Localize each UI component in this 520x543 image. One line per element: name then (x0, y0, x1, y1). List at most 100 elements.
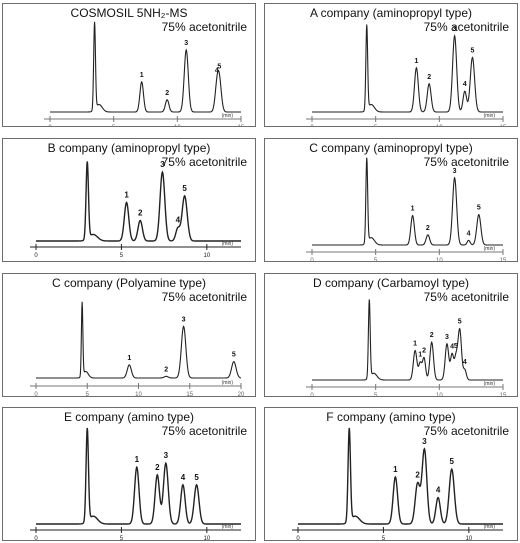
peak-label: 5 (454, 343, 458, 350)
peak-label: 2 (164, 366, 168, 373)
x-tick-label: 0 (310, 393, 314, 396)
peak-label: 1 (411, 206, 415, 213)
x-axis-unit: (min) (484, 524, 496, 530)
peak-label: 5 (182, 184, 187, 193)
x-tick-label: 0 (34, 536, 38, 540)
peak-label: 2 (422, 347, 426, 354)
x-axis-unit: (min) (222, 113, 234, 119)
chromatogram-trace (36, 301, 242, 379)
panel-subtitle: 75% acetonitrile (161, 155, 247, 169)
x-tick-label: 0 (296, 536, 300, 540)
x-tick-label: 10 (465, 536, 472, 540)
peak-label: 5 (450, 457, 455, 466)
peak-label: 4 (463, 359, 467, 366)
x-tick-label: 0 (48, 125, 52, 126)
x-tick-label: 10 (436, 393, 443, 396)
peak-label: 3 (422, 437, 427, 446)
x-axis-unit: (min) (484, 381, 496, 387)
peak-label: 4 (181, 473, 186, 482)
peak-label: 3 (453, 26, 457, 33)
panel-title: COSMOSIL 5NH₂-MS (70, 6, 188, 20)
peak-label: 3 (184, 40, 188, 47)
x-tick-label: 15 (186, 392, 193, 396)
peak-label: 2 (415, 471, 420, 480)
panel-subtitle: 75% acetonitrile (161, 424, 247, 438)
peak-label: 4 (436, 486, 441, 495)
chromatogram-plot: 0 5 10 (min) 1 2 3 4 5 (292, 427, 503, 540)
panel-subtitle: 75% acetonitrile (423, 20, 509, 34)
x-axis-unit: (min) (222, 241, 234, 247)
peak-label: 4 (176, 215, 181, 224)
x-tick-label: 20 (238, 392, 245, 396)
x-tick-label: 0 (310, 125, 314, 126)
peak-label: 5 (232, 352, 236, 359)
chromatogram-panel-f-company: 0 5 10 (min) 1 2 3 4 5 F company (amino type) 75… (264, 407, 518, 541)
peak-label: 3 (445, 334, 449, 341)
x-tick-label: 5 (374, 125, 378, 126)
panel-title: C company (aminopropyl type) (309, 141, 473, 155)
panel-title: A company (aminopropyl type) (309, 6, 473, 20)
x-tick-label: 10 (436, 258, 443, 261)
peak-label: 3 (453, 168, 457, 175)
panel-subtitle: 75% acetonitrile (423, 424, 509, 438)
peak-label: 1 (418, 352, 422, 359)
peak-label: 2 (138, 209, 143, 218)
panel-subtitle: 75% acetonitrile (161, 20, 247, 34)
peak-label: 2 (427, 74, 431, 81)
peak-label: 1 (413, 341, 417, 348)
x-tick-label: 0 (34, 392, 38, 396)
x-tick-label: 10 (174, 125, 181, 126)
x-tick-label: 10 (135, 392, 142, 396)
peak-label: 2 (430, 332, 434, 339)
x-axis-unit: (min) (484, 246, 496, 252)
peak-label: 2 (165, 90, 169, 97)
chromatogram-trace (312, 24, 503, 113)
peak-label: 1 (393, 465, 398, 474)
x-tick-label: 15 (500, 125, 507, 126)
peak-label: 1 (127, 355, 131, 362)
x-tick-label: 5 (374, 393, 378, 396)
chromatogram-trace (36, 161, 241, 242)
panel-title: F company (amino type) (326, 410, 456, 424)
peak-label: 5 (194, 473, 199, 482)
peak-label: 5 (217, 63, 221, 70)
x-tick-label: 10 (436, 125, 443, 126)
peak-label: 3 (164, 451, 169, 460)
chromatogram-plot: 0 5 10 15 20 (min) 1 2 3 5 (30, 301, 245, 396)
x-tick-label: 5 (120, 536, 124, 540)
peak-label: 1 (124, 190, 129, 199)
peak-label: 1 (140, 72, 144, 79)
panel-title: D company (Carbamoyl type) (312, 276, 470, 290)
x-axis-unit: (min) (222, 524, 234, 530)
x-axis-unit: (min) (222, 380, 234, 386)
panel-subtitle: 75% acetonitrile (423, 290, 509, 304)
x-tick-label: 5 (120, 253, 124, 259)
chromatogram-trace (298, 427, 503, 525)
peak-label: 4 (463, 81, 467, 88)
peak-label: 4 (450, 343, 454, 350)
chromatogram-panel-d-company: 0 5 10 15 (min) 1 1 2 2 3 4 5 5 4 D company (Carbamoy… (264, 273, 518, 397)
x-tick-label: 5 (86, 392, 90, 396)
chromatogram-panel-e-company: 0 5 10 (min) 1 2 3 4 5 E company (amino type) 75… (2, 407, 256, 541)
panel-subtitle: 75% acetonitrile (423, 155, 509, 169)
peak-label: 3 (182, 316, 186, 323)
panel-subtitle: 75% acetonitrile (161, 290, 247, 304)
chromatogram-trace (312, 299, 503, 381)
x-tick-label: 10 (203, 536, 210, 540)
peak-label: 5 (470, 47, 474, 54)
panel-title: B company (aminopropyl type) (47, 141, 211, 155)
peak-label: 2 (155, 463, 160, 472)
peak-label: 1 (135, 455, 140, 464)
chromatogram-panel-c-company-aminopropyl: 0 5 10 15 (min) 1 2 3 4 5 C company (aminopropyl … (264, 138, 518, 262)
x-tick-label: 5 (382, 536, 386, 540)
x-tick-label: 0 (34, 253, 38, 259)
peak-label: 4 (215, 68, 219, 75)
peak-label: 4 (467, 230, 471, 237)
panel-title: C company (Polyamine type) (51, 276, 207, 290)
